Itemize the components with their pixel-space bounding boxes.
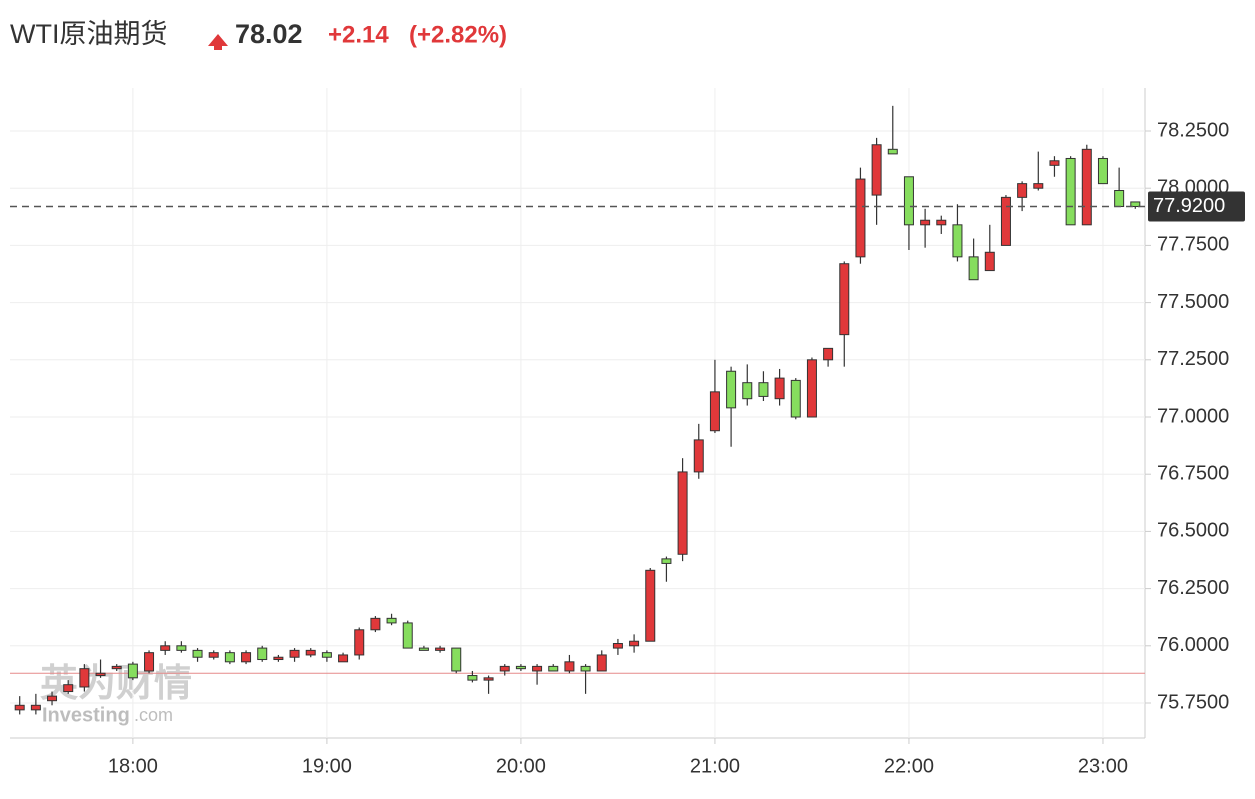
- candle-body: [887, 148, 898, 155]
- candle-body: [451, 647, 462, 672]
- candle-body: [839, 263, 850, 336]
- y-tick-label: 77.5000: [1157, 291, 1229, 313]
- candle-body: [742, 382, 753, 400]
- candle-body: [532, 665, 543, 672]
- candle-body: [1130, 201, 1141, 208]
- y-tick-label: 78.2500: [1157, 119, 1229, 141]
- candle-body: [47, 695, 58, 702]
- candle-body: [693, 439, 704, 473]
- candle-body: [192, 649, 203, 658]
- candle-body: [224, 652, 235, 663]
- candle-body: [127, 663, 138, 679]
- candle-body: [386, 617, 397, 624]
- candle-body: [14, 704, 25, 711]
- candle-body: [871, 144, 882, 196]
- change-pct: (+2.82%): [409, 21, 507, 48]
- x-tick-label: 20:00: [496, 755, 546, 777]
- y-tick-label: 75.7500: [1157, 691, 1229, 713]
- x-tick-label: 21:00: [690, 755, 740, 777]
- candle-body: [467, 675, 478, 681]
- candle-body: [1097, 157, 1108, 185]
- candle-body: [596, 654, 607, 672]
- last-price-label: 77.9200: [1153, 195, 1225, 217]
- candle-body: [402, 622, 413, 649]
- candle-body: [952, 224, 963, 258]
- watermark-en: Investing: [42, 704, 130, 726]
- y-tick-label: 76.5000: [1157, 520, 1229, 542]
- y-tick-label: 77.7500: [1157, 234, 1229, 256]
- candle-body: [629, 640, 640, 647]
- candle-body: [968, 256, 979, 281]
- candle-body: [63, 684, 74, 693]
- last-price-box: [1148, 191, 1245, 222]
- y-tick-label: 76.7500: [1157, 462, 1229, 484]
- candle-body: [79, 668, 90, 688]
- candle-body: [338, 654, 349, 663]
- candle-body: [661, 558, 672, 564]
- candle-body: [548, 665, 559, 672]
- y-tick-label: 77.0000: [1157, 405, 1229, 427]
- candle-body: [726, 370, 737, 409]
- candle-body: [1017, 183, 1028, 198]
- x-tick-label: 23:00: [1078, 755, 1128, 777]
- x-tick-label: 18:00: [108, 755, 158, 777]
- candle-body: [30, 704, 41, 711]
- candle-body: [709, 391, 720, 432]
- price: 78.02: [235, 19, 303, 49]
- candle-body: [790, 379, 801, 418]
- x-tick-label: 19:00: [302, 755, 352, 777]
- candle-body: [920, 219, 931, 226]
- candle-body: [806, 359, 817, 418]
- candle-body: [1114, 189, 1125, 208]
- candle-body: [257, 647, 268, 661]
- candle-body: [515, 665, 526, 670]
- watermark-en-suffix: .com: [134, 705, 173, 725]
- candle-body: [855, 178, 866, 258]
- candle-body: [321, 652, 332, 658]
- candle-body: [95, 672, 106, 677]
- candle-body: [1065, 157, 1076, 226]
- candle-body: [580, 665, 591, 672]
- candle-body: [1081, 148, 1092, 226]
- candle-body: [936, 219, 947, 226]
- candle-body: [984, 251, 995, 272]
- candle-body: [645, 569, 656, 642]
- candle-body: [176, 645, 187, 651]
- candle-body: [1000, 196, 1011, 246]
- candle-body: [435, 647, 446, 651]
- candle-body: [612, 643, 623, 649]
- candle-body: [903, 176, 914, 226]
- y-tick-label: 77.2500: [1157, 348, 1229, 370]
- candle-body: [774, 377, 785, 400]
- candle-body: [354, 629, 365, 656]
- y-tick-label: 76.0000: [1157, 634, 1229, 656]
- candle-body: [273, 656, 284, 661]
- candle-body: [499, 665, 510, 672]
- candle-body: [677, 471, 688, 555]
- candle-body: [208, 652, 219, 658]
- candle-body: [370, 617, 381, 631]
- candle-body: [418, 647, 429, 651]
- title: WTI原油期货: [10, 19, 167, 49]
- candle-body: [564, 661, 575, 672]
- candle-body: [1033, 183, 1044, 189]
- y-tick-label: 76.2500: [1157, 577, 1229, 599]
- x-tick-label: 22:00: [884, 755, 934, 777]
- change: +2.14: [328, 21, 389, 48]
- candle-body: [823, 347, 834, 361]
- candle-body: [111, 665, 122, 670]
- candle-body: [144, 652, 155, 672]
- candle-body: [758, 382, 769, 397]
- candle-body: [289, 649, 300, 658]
- watermark-cn: 英为财情: [40, 663, 192, 705]
- candle-body: [483, 677, 494, 681]
- up-arrow: [208, 34, 228, 50]
- candle-body: [1049, 160, 1060, 166]
- candle-body: [241, 652, 252, 663]
- candle-body: [305, 649, 316, 656]
- candle-body: [160, 645, 171, 651]
